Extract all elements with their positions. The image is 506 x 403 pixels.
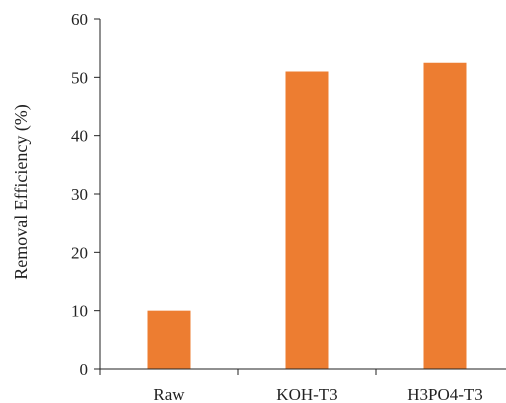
y-tick-label: 30 <box>71 185 88 204</box>
bar-h3po4-t3 <box>423 62 467 369</box>
y-tick-label: 20 <box>71 243 88 262</box>
bar-raw <box>147 310 191 369</box>
y-tick-label: 50 <box>71 68 88 87</box>
y-tick-label: 60 <box>71 10 88 29</box>
bar-koh-t3 <box>285 71 329 369</box>
x-tick-label: Raw <box>153 385 185 403</box>
y-tick-label: 40 <box>71 127 88 146</box>
y-tick-label: 10 <box>71 302 88 321</box>
x-tick-label: H3PO4-T3 <box>407 385 483 403</box>
plot-area: 0 10 20 30 40 50 60 Raw KOH-T3 H3PO4-T3 <box>71 10 506 403</box>
x-ticks-group: Raw KOH-T3 H3PO4-T3 <box>99 369 483 403</box>
y-tick-label: 0 <box>80 360 89 379</box>
x-tick-label: KOH-T3 <box>276 385 337 403</box>
y-ticks-group: 0 10 20 30 40 50 60 <box>71 10 100 379</box>
y-axis-title: Removal Efficiency (%) <box>11 104 32 280</box>
bars-group <box>147 62 467 369</box>
